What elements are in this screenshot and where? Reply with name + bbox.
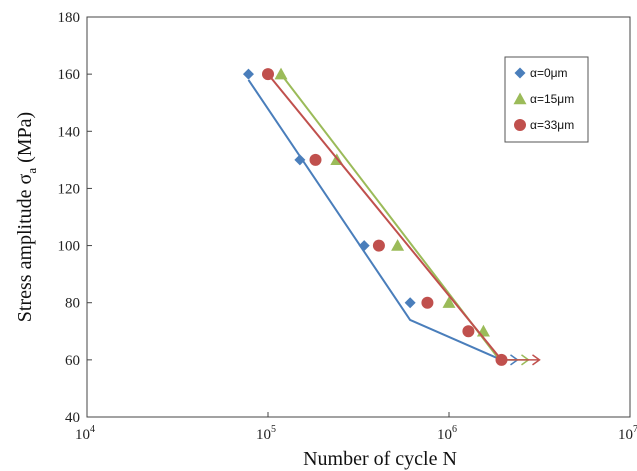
data-point	[309, 153, 322, 166]
x-tick-exponent: 7	[633, 424, 637, 435]
y-axis-title: Stress amplitude σa (MPa)	[14, 112, 39, 322]
x-tick-base: 10	[75, 427, 90, 443]
x-axis-title: Number of cycle N	[303, 448, 457, 470]
x-tick-base: 10	[437, 427, 452, 443]
y-axis: 40 60 80 100 120 140 160 180	[58, 10, 92, 426]
x-tick-exponent: 5	[271, 424, 276, 435]
x-tick-exponent: 6	[452, 424, 457, 435]
y-axis-title-unit: (MPa)	[14, 112, 36, 163]
data-point	[358, 240, 370, 252]
x-tick-label: 105	[256, 424, 276, 443]
y-axis-title-main: Stress amplitude σ	[14, 173, 36, 322]
y-tick-label: 100	[58, 239, 81, 255]
legend-label: α=0μm	[530, 66, 568, 80]
y-tick-label: 120	[58, 181, 81, 197]
data-point	[294, 154, 306, 166]
y-tick-label: 80	[65, 296, 80, 312]
series-layer	[242, 67, 541, 366]
legend-marker	[514, 67, 526, 79]
y-tick-label: 140	[58, 124, 81, 140]
legend-marker	[513, 92, 527, 105]
fit-line	[267, 73, 503, 361]
y-tick-label: 40	[65, 410, 80, 426]
x-tick-label: 107	[618, 424, 637, 443]
data-point	[372, 239, 385, 252]
x-tick-base: 10	[618, 427, 633, 443]
y-axis-title-subscript: a	[24, 168, 39, 174]
x-tick-exponent: 4	[90, 424, 95, 435]
legend-label: α=33μm	[530, 118, 574, 132]
x-tick-base: 10	[256, 427, 271, 443]
y-tick-label: 160	[58, 67, 81, 83]
data-point	[274, 67, 288, 80]
data-point	[391, 239, 405, 251]
x-axis: 104 105 106 107	[75, 412, 637, 443]
data-point	[462, 325, 475, 338]
x-tick-label: 104	[75, 424, 95, 443]
data-point	[421, 296, 434, 309]
data-point	[442, 296, 456, 308]
y-tick-label: 60	[65, 353, 80, 369]
series-2	[262, 68, 541, 366]
legend: α=0μm α=15μm α=33μm	[504, 56, 589, 143]
data-point	[242, 68, 254, 80]
data-point	[262, 68, 274, 81]
x-tick-label: 106	[437, 424, 457, 443]
y-tick-label: 180	[58, 10, 81, 26]
data-point	[495, 353, 508, 366]
runout-arrow-head	[532, 354, 541, 366]
legend-marker	[514, 119, 526, 131]
data-point	[404, 297, 416, 309]
legend-label: α=15μm	[530, 92, 574, 106]
